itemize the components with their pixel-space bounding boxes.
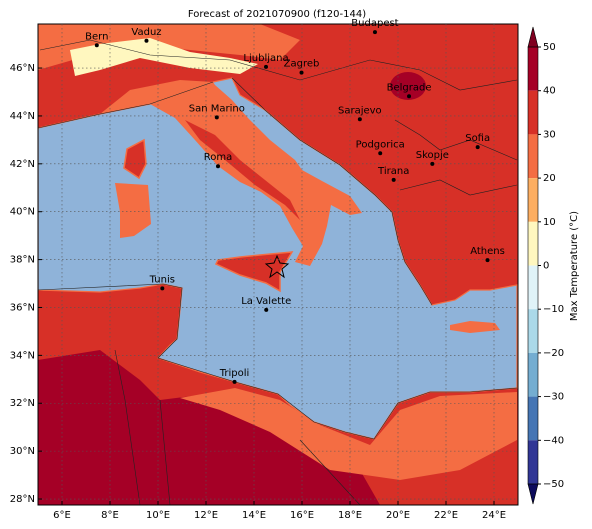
colorbar-extend-bottom: [527, 483, 539, 505]
city-marker: [232, 379, 237, 384]
y-tick-label: 46°N: [10, 63, 35, 74]
city-marker: [430, 161, 435, 166]
city-marker: [378, 151, 383, 156]
y-tick-label: 32°N: [10, 398, 35, 409]
city-marker: [299, 70, 304, 75]
colorbar-tick-label: 30: [543, 129, 556, 140]
colorbar-tick-label: 0: [543, 261, 549, 272]
y-tick-label: 42°N: [10, 159, 35, 170]
city-label: Vaduz: [131, 27, 161, 38]
city-marker: [391, 177, 396, 182]
city-marker: [264, 64, 268, 69]
y-tick-label: 30°N: [10, 446, 35, 457]
colorbar-segment: [528, 90, 538, 135]
city-marker: [216, 164, 220, 169]
colorbar-tick-label: 20: [543, 173, 556, 184]
x-tick-label: 8°E: [101, 510, 119, 521]
colorbar-tick-label: −40: [543, 435, 564, 446]
x-tick-label: 20°E: [386, 510, 410, 521]
colorbar-segment: [528, 396, 538, 441]
colorbar-tick-label: −50: [543, 479, 564, 490]
y-tick-label: 28°N: [10, 494, 35, 505]
sicily: [214, 251, 294, 293]
colorbar-tick-label: −20: [543, 348, 564, 359]
city-label: Tirana: [377, 166, 409, 177]
warm-zone: [180, 388, 517, 480]
map-area: [38, 24, 518, 505]
cool-zone: [70, 38, 258, 76]
italy: [100, 80, 362, 266]
y-tick-label: 44°N: [10, 111, 35, 122]
city-label: Bern: [85, 31, 108, 42]
colorbar-tick-label: −10: [543, 304, 564, 315]
x-tick-label: 16°E: [290, 510, 314, 521]
x-tick-label: 12°E: [194, 510, 218, 521]
city-marker: [475, 145, 480, 150]
hot-zone: [38, 350, 380, 505]
city-marker: [160, 286, 165, 291]
city-label: Skopje: [416, 150, 449, 161]
city-label: Zagreb: [284, 59, 320, 70]
city-marker: [372, 30, 377, 35]
city-label: Belgrade: [387, 82, 432, 93]
y-tick-label: 40°N: [10, 207, 35, 218]
y-tick-label: 34°N: [10, 350, 35, 361]
sardinia: [115, 183, 151, 238]
y-tick-label: 38°N: [10, 255, 35, 266]
city-label: Budapest: [351, 18, 398, 29]
colorbar-tick-label: 50: [543, 42, 556, 53]
city-label: Roma: [204, 152, 233, 163]
y-tick-label: 36°N: [10, 302, 35, 313]
colorbar-segment: [528, 352, 538, 397]
frame: [37, 23, 519, 506]
colorbar-tick-label: 10: [543, 217, 556, 228]
city-marker: [214, 115, 219, 120]
hot-zone: [390, 72, 426, 100]
city-label: Sarajevo: [338, 105, 382, 116]
colorbar-label: Max Temperature (°C): [569, 211, 580, 321]
city-label: Ljubljana: [243, 53, 288, 64]
colorbar-tick-label: −30: [543, 392, 564, 403]
city-marker: [264, 307, 269, 312]
colorbar-segment: [528, 221, 538, 266]
colorbar-segment: [528, 265, 538, 310]
city-marker: [94, 43, 99, 48]
city-label: Tunis: [149, 274, 175, 285]
city-label: La Valette: [241, 296, 291, 307]
city-label: San Marino: [189, 103, 245, 114]
city-marker: [357, 117, 362, 122]
city-label: Athens: [470, 246, 505, 257]
borders: [38, 39, 518, 505]
colorbar-segment: [528, 178, 538, 222]
corsica: [123, 138, 147, 180]
x-tick-label: 10°E: [146, 510, 170, 521]
city-label: Tripoli: [219, 368, 250, 379]
colorbar-segment: [528, 47, 538, 91]
italy-inland: [185, 120, 300, 220]
x-tick-label: 18°E: [338, 510, 362, 521]
x-tick-label: 6°E: [53, 510, 71, 521]
colorbar-segment: [528, 309, 538, 353]
x-tick-label: 22°E: [434, 510, 458, 521]
colorbar-segment: [528, 440, 538, 484]
colorbar-tick-label: 40: [543, 86, 556, 97]
city-marker: [407, 94, 412, 99]
forecast-point: [264, 254, 290, 279]
city-marker: [144, 38, 149, 43]
city-marker: [485, 258, 490, 263]
colorbar-extend-top: [527, 26, 539, 48]
crete: [450, 321, 500, 333]
colorbar-segment: [528, 134, 538, 179]
city-label: Podgorica: [356, 139, 405, 150]
map-title: Forecast of 2021070900 (f120-144): [188, 9, 366, 20]
city-label: Sofia: [465, 133, 490, 144]
x-tick-label: 24°E: [482, 510, 506, 521]
x-tick-label: 14°E: [242, 510, 266, 521]
